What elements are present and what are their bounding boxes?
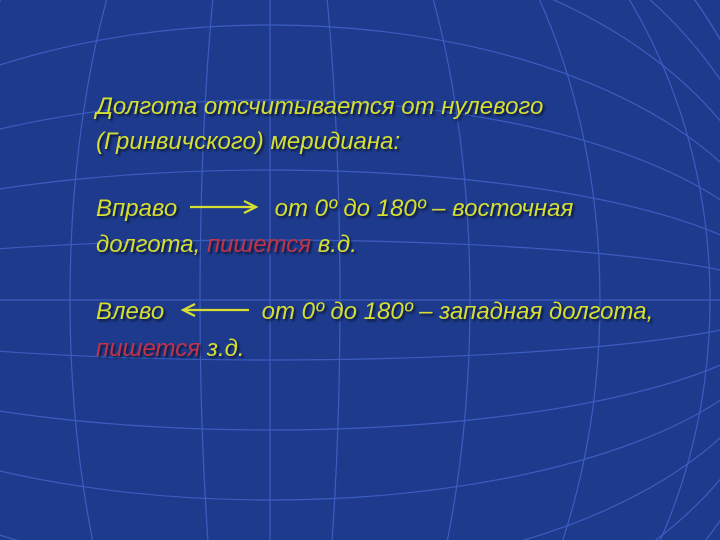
paragraph-intro: Долгота отсчитывается от нулевого (Гринв… (96, 90, 660, 160)
paragraph-west: Влево от 0º до 180º – западная долгота, … (96, 293, 660, 367)
west-range: от 0º до 180º – западная долгота, (262, 298, 654, 325)
west-abbrev: з.д. (207, 335, 245, 362)
west-highlight: пишется (96, 335, 200, 362)
east-abbrev: в.д. (318, 231, 357, 258)
west-prefix: Влево (96, 298, 164, 325)
east-prefix: Вправо (96, 194, 177, 221)
slide-text: Долгота отсчитывается от нулевого (Гринв… (96, 90, 660, 397)
arrow-right-icon (188, 190, 264, 225)
east-highlight: пишется (207, 231, 311, 258)
paragraph-east: Вправо от 0º до 180º – восточная долгота… (96, 190, 660, 264)
arrow-left-icon (175, 293, 251, 328)
intro-text: Долгота отсчитывается от нулевого (Гринв… (96, 93, 543, 155)
